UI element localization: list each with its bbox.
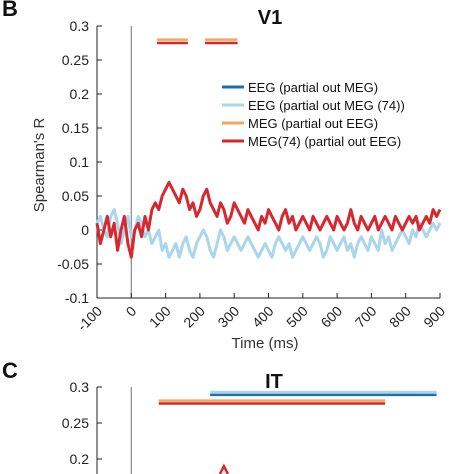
y-tick-label: 0.05 bbox=[62, 188, 89, 204]
y-ticks-v1: -0.1 -0.05 0 0.05 0.1 0.15 0.2 0.25 0.3 bbox=[57, 18, 102, 306]
legend-label: MEG(74) (partial out EEG) bbox=[248, 134, 401, 149]
x-tick-label: 600 bbox=[317, 303, 345, 331]
x-tick-label: 200 bbox=[180, 303, 208, 331]
series-line-meg74 bbox=[95, 180, 442, 259]
legend-v1: EEG (partial out MEG) EEG (partial out ME… bbox=[222, 80, 405, 149]
series-lines-v1 bbox=[95, 180, 442, 259]
it-peak-line bbox=[218, 463, 230, 474]
x-tick-label: 700 bbox=[352, 303, 380, 331]
y-tick-label: 0.25 bbox=[62, 52, 89, 68]
chart-title-it: IT bbox=[265, 371, 283, 393]
panel-letter-c: C bbox=[2, 358, 18, 383]
y-tick-label: 0.3 bbox=[70, 18, 90, 34]
panel-letter-b: B bbox=[2, 0, 18, 21]
axes-v1 bbox=[96, 26, 440, 299]
axes-it bbox=[96, 387, 132, 474]
legend-label: EEG (partial out MEG) bbox=[248, 80, 378, 95]
x-tick-label: 0 bbox=[123, 303, 140, 320]
significance-bars-it bbox=[158, 390, 437, 405]
x-axis-label: Time (ms) bbox=[232, 335, 299, 352]
series-line-meg bbox=[96, 181, 441, 259]
x-tick-label: -100 bbox=[74, 303, 105, 334]
legend-label: MEG (partial out EEG) bbox=[248, 116, 378, 131]
y-tick-label: 0.3 bbox=[70, 379, 90, 395]
legend-label: EEG (partial out MEG (74)) bbox=[248, 98, 405, 113]
x-tick-label: 400 bbox=[249, 303, 277, 331]
y-tick-label: 0.1 bbox=[70, 154, 90, 170]
x-tick-label: 100 bbox=[146, 303, 174, 331]
it-peak-fragment bbox=[218, 463, 230, 474]
y-tick-label: 0 bbox=[81, 222, 89, 238]
series-line-eeg74 bbox=[95, 208, 442, 259]
x-tick-label: 300 bbox=[214, 303, 242, 331]
x-ticks-v1: -100 0 100 200 300 400 500 600 700 800 900 bbox=[74, 293, 448, 334]
y-tick-label: -0.05 bbox=[57, 256, 89, 272]
y-tick-label: 0.2 bbox=[70, 451, 90, 467]
chart-title-v1: V1 bbox=[258, 7, 282, 29]
y-tick-label: -0.1 bbox=[65, 290, 89, 306]
y-axis-label: Spearman's R bbox=[31, 118, 48, 213]
y-tick-label: 0.25 bbox=[62, 415, 89, 431]
y-tick-label: 0.2 bbox=[70, 86, 90, 102]
x-tick-label: 900 bbox=[420, 303, 448, 331]
x-tick-label: 500 bbox=[283, 303, 311, 331]
y-ticks-it: 0.2 0.25 0.3 bbox=[62, 379, 102, 467]
significance-bars-v1 bbox=[157, 38, 238, 45]
x-tick-label: 800 bbox=[386, 303, 414, 331]
y-tick-label: 0.15 bbox=[62, 120, 89, 136]
